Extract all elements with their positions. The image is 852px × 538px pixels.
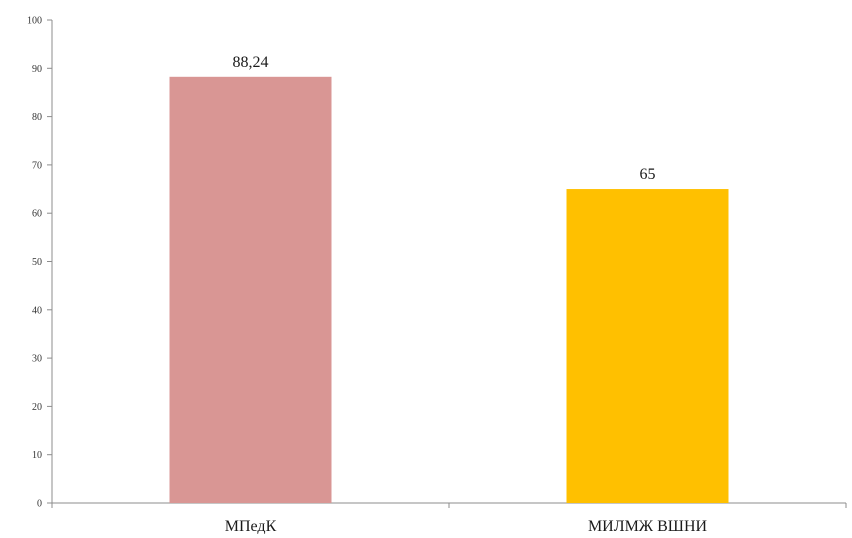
x-tick-label: МИЛМЖ ВШНИ	[588, 518, 708, 535]
bar	[566, 189, 729, 504]
chart-bars	[169, 76, 729, 504]
y-tick-label: 50	[32, 257, 42, 268]
y-tick-label: 80	[32, 112, 42, 123]
bar	[169, 76, 332, 504]
y-tick-label: 70	[32, 160, 42, 171]
y-tick-label: 40	[32, 305, 42, 316]
y-tick-label: 30	[32, 354, 42, 365]
x-tick-label: МПедК	[225, 518, 277, 535]
chart-labels: 88,24 МПедК 65 МИЛМЖ ВШНИ	[225, 54, 708, 535]
y-tick-label: 60	[32, 209, 42, 220]
y-tick-label: 20	[32, 402, 42, 413]
y-tick-label: 100	[27, 16, 42, 27]
y-tick-label: 10	[32, 450, 42, 461]
y-tick-label: 90	[32, 64, 42, 75]
data-label: 88,24	[233, 54, 269, 71]
y-tick-label: 0	[37, 499, 42, 510]
data-label: 65	[640, 166, 656, 183]
